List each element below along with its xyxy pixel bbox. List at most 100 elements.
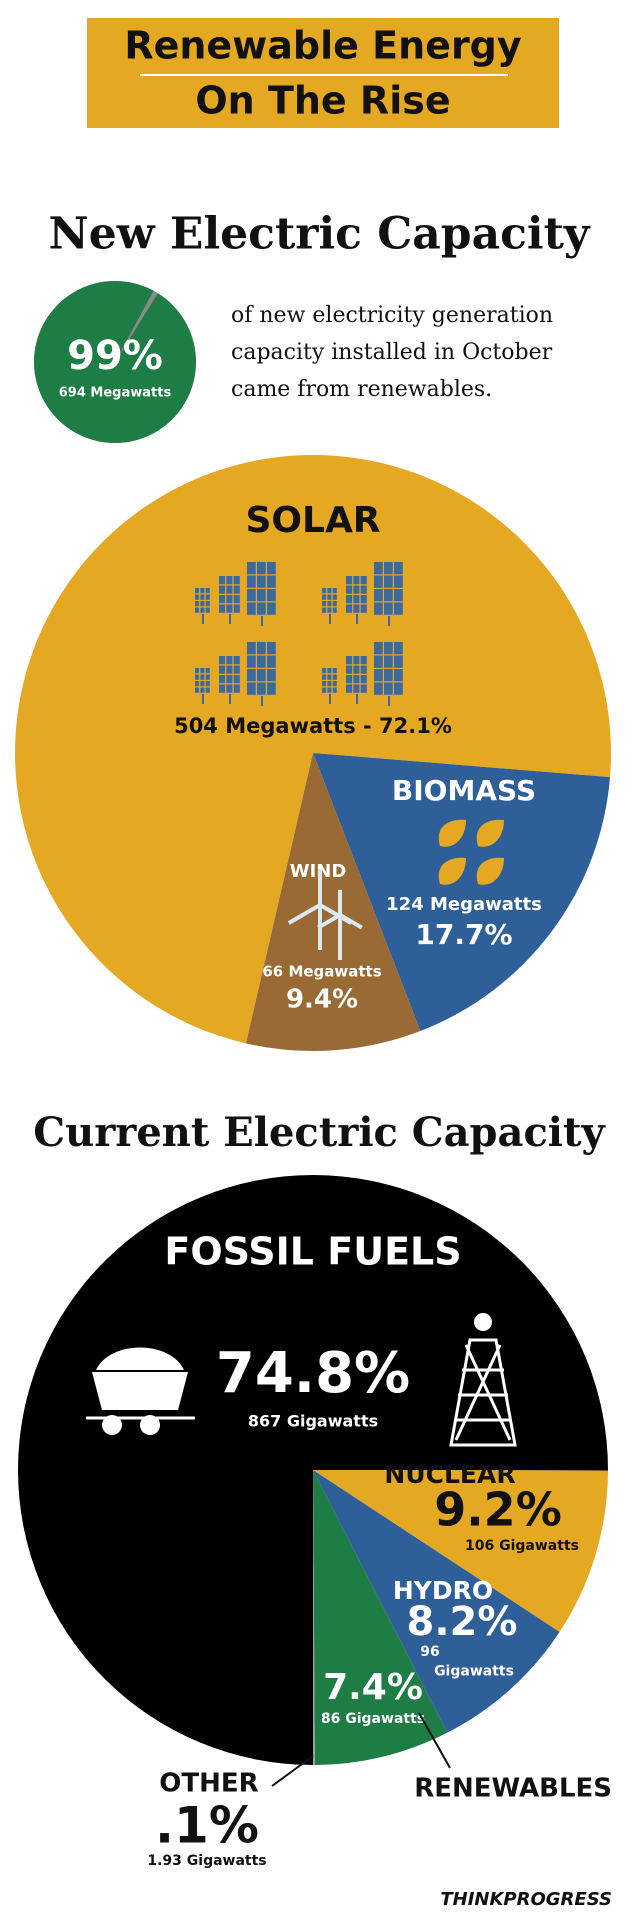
icon <box>200 668 205 674</box>
icon <box>346 604 353 613</box>
icon <box>195 601 200 607</box>
icon <box>374 655 383 668</box>
stat-caption: came from renewables. <box>231 377 492 402</box>
icon <box>322 601 327 607</box>
icon <box>476 819 504 847</box>
icon <box>247 575 256 588</box>
icon <box>384 655 393 668</box>
slice-value-label: 17.7% <box>415 918 512 951</box>
icon <box>332 674 337 680</box>
icon <box>384 589 393 602</box>
icon <box>353 656 360 665</box>
icon <box>346 576 353 585</box>
slice-value-label: 504 Megawatts - 72.1% <box>174 714 452 738</box>
icon <box>346 595 353 604</box>
icon <box>200 601 205 607</box>
icon <box>205 668 210 674</box>
header-box <box>87 18 559 128</box>
icon <box>353 665 360 674</box>
icon <box>374 682 383 695</box>
icon <box>327 674 332 680</box>
icon <box>394 682 403 695</box>
icon <box>247 642 256 655</box>
icon <box>200 674 205 680</box>
icon <box>374 589 383 602</box>
pie-slice <box>17 1175 608 1765</box>
slice-name: SOLAR <box>245 500 380 541</box>
icon <box>418 1712 451 1769</box>
icon <box>384 602 393 615</box>
icon <box>233 656 240 665</box>
icon <box>257 602 266 615</box>
icon <box>219 595 226 604</box>
slice-name: NUCLEAR <box>384 1460 515 1489</box>
icon <box>394 562 403 575</box>
brand-logo: THINKPROGRESS <box>440 1889 612 1910</box>
icon <box>394 575 403 588</box>
icon <box>267 642 276 655</box>
icon <box>226 604 233 613</box>
icon <box>360 684 367 693</box>
icon <box>360 675 367 684</box>
icon <box>267 682 276 695</box>
icon <box>247 562 256 575</box>
icon <box>384 682 393 695</box>
icon <box>322 588 327 594</box>
icon <box>257 655 266 668</box>
section-title: Current Electric Capacity <box>33 1109 606 1156</box>
icon <box>353 585 360 594</box>
icon <box>271 1755 314 1787</box>
slice-value-label: 7.4% <box>323 1667 423 1708</box>
icon <box>205 601 210 607</box>
icon <box>233 595 240 604</box>
icon <box>327 687 332 693</box>
slice-amount: 1.93 Gigawatts <box>147 1853 266 1869</box>
icon <box>200 687 205 693</box>
icon <box>438 819 466 847</box>
header-title: Renewable Energy <box>124 24 522 68</box>
icon <box>353 604 360 613</box>
icon <box>233 675 240 684</box>
icon <box>322 668 327 674</box>
icon <box>205 687 210 693</box>
stat-slice <box>33 281 196 444</box>
stat-caption: capacity installed in October <box>231 340 553 365</box>
pie-slice <box>245 753 421 1051</box>
icon <box>384 669 393 682</box>
icon <box>195 588 200 594</box>
icon <box>247 655 256 668</box>
icon <box>353 675 360 684</box>
icon <box>219 576 226 585</box>
icon <box>267 602 276 615</box>
icon <box>257 669 266 682</box>
pie-slice <box>313 1470 560 1733</box>
icon <box>374 562 383 575</box>
icon <box>226 595 233 604</box>
icon <box>233 684 240 693</box>
icon <box>360 604 367 613</box>
slice-value-label: 74.8% <box>216 1341 410 1406</box>
icon <box>332 687 337 693</box>
icon <box>219 684 226 693</box>
icon <box>226 684 233 693</box>
pie-slice <box>313 1470 448 1765</box>
icon <box>438 857 466 885</box>
icon <box>257 589 266 602</box>
icon <box>322 607 327 613</box>
stat-amount: 694 Megawatts <box>59 386 172 401</box>
pie-slice <box>313 753 611 1031</box>
icon <box>219 604 226 613</box>
icon <box>476 857 504 885</box>
icon <box>322 681 327 687</box>
icon <box>322 674 327 680</box>
icon <box>226 675 233 684</box>
icon <box>346 684 353 693</box>
icon <box>257 642 266 655</box>
icon <box>327 594 332 600</box>
icon <box>233 604 240 613</box>
icon <box>322 687 327 693</box>
icon <box>247 589 256 602</box>
icon <box>327 588 332 594</box>
icon <box>449 1338 517 1447</box>
